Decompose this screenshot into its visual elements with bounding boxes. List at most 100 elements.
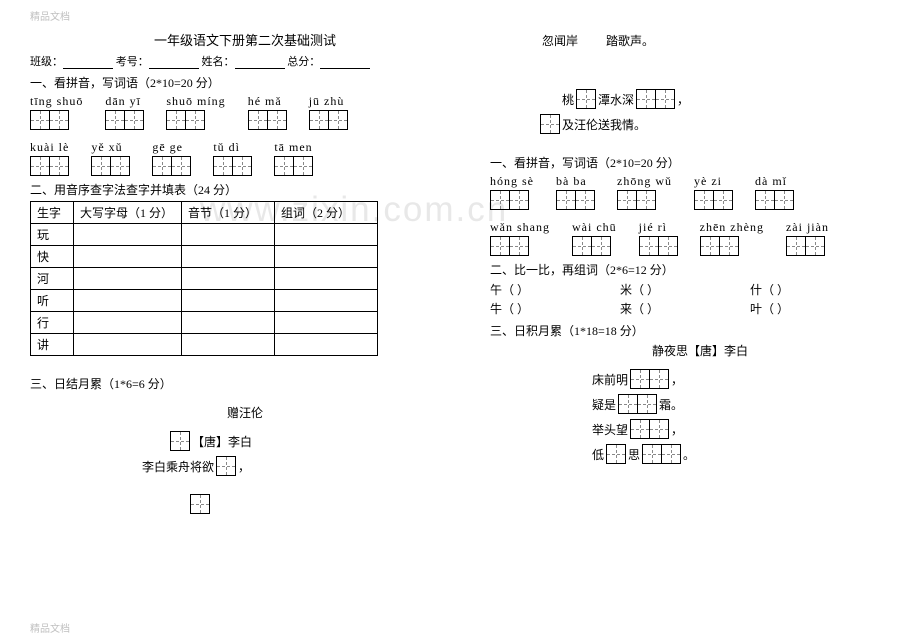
meta-id-blank <box>149 57 199 69</box>
tian-box <box>700 236 739 256</box>
poem-text: 霜。 <box>659 396 683 413</box>
tian-box <box>636 89 675 109</box>
pinyin-text: tā men <box>274 140 312 155</box>
pinyin-text: gē ge <box>152 140 183 155</box>
poem-zengwanglun: 赠汪伦 【唐】李白 李白乘舟将欲 ， <box>30 404 460 514</box>
tian-box <box>91 156 130 176</box>
poem-text: 李白乘舟将欲 <box>142 458 214 475</box>
meta-name-label: 姓名： <box>202 56 235 68</box>
pinyin-text: jié rì <box>639 220 667 235</box>
pinyin-row-1: tīng shuō dān yī shuō míng hé mǎ jū zhù <box>30 94 460 130</box>
left-sec2: 二、用音序查字法查字并填表（24 分） <box>30 181 460 198</box>
tian-box <box>152 156 191 176</box>
table-row: 听 <box>31 290 378 312</box>
tian-box <box>630 419 669 439</box>
pinyin-group: yè zi <box>694 174 733 210</box>
pinyin-group: gē ge <box>152 140 191 176</box>
poem-text: 踏歌声。 <box>606 32 654 49</box>
tian-box <box>30 156 69 176</box>
poem-text: 忽闻岸 <box>542 32 578 49</box>
pinyin-text: tīng shuō <box>30 94 83 109</box>
pinyin-text: shuō míng <box>166 94 225 109</box>
right-sec3: 三、日积月累（1*18=18 分） <box>490 322 910 339</box>
meta-total-label: 总分： <box>287 56 320 68</box>
pinyin-group: dà mǐ <box>755 174 794 210</box>
pinyin-group: jié rì <box>639 220 678 256</box>
tian-box <box>618 394 657 414</box>
poem2-line4: 低 思 。 <box>590 444 910 464</box>
th-syll: 音节（1 分） <box>182 202 275 224</box>
meta-name-blank <box>235 57 285 69</box>
meta-line: 班级： 考号： 姓名： 总分： <box>30 53 460 69</box>
poem-title: 赠汪伦 <box>30 404 460 421</box>
pinyin-group: wǎn shang <box>490 220 550 256</box>
poem-text: ， <box>238 458 250 475</box>
cell-char: 听 <box>31 290 74 312</box>
table-row: 讲 <box>31 334 378 356</box>
meta-id-label: 考号： <box>116 56 149 68</box>
pinyin-group: hé mǎ <box>248 94 287 130</box>
th-char: 生字 <box>31 202 74 224</box>
poem-text: ， <box>671 371 683 388</box>
compare-row-2: 牛（ ） 来（ ） 叶（ ） <box>490 300 910 317</box>
pinyin-text: dān yī <box>105 94 141 109</box>
tian-box <box>274 156 313 176</box>
pinyin-row-2: kuài lè yě xǔ gē ge tǔ dì tā men <box>30 140 460 176</box>
tian-box <box>617 190 656 210</box>
tian-box <box>105 110 144 130</box>
pinyin-group: hóng sè <box>490 174 534 210</box>
watermark-bottom: 精品文档 <box>30 620 70 635</box>
tian-box <box>170 431 190 451</box>
pinyin-group: bà ba <box>556 174 595 210</box>
pinyin-group: tǔ dì <box>213 140 252 176</box>
tian-box <box>216 456 236 476</box>
meta-class-label: 班级： <box>30 56 63 68</box>
poem-text: ， <box>671 421 683 438</box>
poem2-line2: 疑是 霜。 <box>590 394 910 414</box>
table-row: 玩 <box>31 224 378 246</box>
lookup-table: 生字 大写字母（1 分） 音节（1 分） 组词（2 分） 玩 快 河 听 行 讲 <box>30 201 378 356</box>
cell-char: 快 <box>31 246 74 268</box>
compare-item: 什（ ） <box>750 281 880 298</box>
pinyin-group: dān yī <box>105 94 144 130</box>
pinyin-row-r2: wǎn shang wài chū jié rì zhēn zhèng zài … <box>490 220 910 256</box>
cell-char: 玩 <box>31 224 74 246</box>
tian-box <box>606 444 626 464</box>
poem-cont-line1: 忽闻岸 踏歌声。 <box>540 32 910 49</box>
pinyin-group: tā men <box>274 140 313 176</box>
pinyin-text: zhēn zhèng <box>700 220 764 235</box>
pinyin-text: jū zhù <box>309 94 345 109</box>
pinyin-text: hé mǎ <box>248 94 282 109</box>
table-header-row: 生字 大写字母（1 分） 音节（1 分） 组词（2 分） <box>31 202 378 224</box>
tian-box <box>786 236 825 256</box>
poem-text: ， <box>677 91 689 108</box>
tian-box <box>556 190 595 210</box>
pinyin-text: zài jiàn <box>786 220 829 235</box>
poem-text: 潭水深 <box>598 91 634 108</box>
poem-cont-line3: 及汪伦送我情。 <box>540 114 910 134</box>
tian-box <box>490 190 529 210</box>
poem2-line3: 举头望 ， <box>590 419 910 439</box>
pinyin-text: yè zi <box>694 174 722 189</box>
poem2-line1: 床前明 ， <box>590 369 910 389</box>
poem-cont-line2: 桃 潭水深 ， <box>560 89 910 109</box>
cell-char: 行 <box>31 312 74 334</box>
compare-item: 牛（ ） <box>490 300 620 317</box>
tian-box <box>490 236 529 256</box>
poem-text: 桃 <box>562 91 574 108</box>
th-word: 组词（2 分） <box>275 202 378 224</box>
tian-box <box>213 156 252 176</box>
cell-char: 河 <box>31 268 74 290</box>
pinyin-group: tīng shuō <box>30 94 83 130</box>
poem-text: 疑是 <box>592 396 616 413</box>
table-row: 行 <box>31 312 378 334</box>
compare-item: 午（ ） <box>490 281 620 298</box>
tian-box <box>630 369 669 389</box>
pinyin-group: zhēn zhèng <box>700 220 764 256</box>
left-page: 一年级语文下册第二次基础测试 班级： 考号： 姓名： 总分： 一、看拼音，写词语… <box>30 0 460 519</box>
poem-text: 低 <box>592 446 604 463</box>
pinyin-text: wǎn shang <box>490 220 550 235</box>
right-page: 忽闻岸 踏歌声。 桃 潭水深 ， 及汪伦送我情。 一、看拼音，写词语（2*10=… <box>490 0 910 469</box>
pinyin-text: dà mǐ <box>755 174 787 189</box>
tian-box <box>755 190 794 210</box>
